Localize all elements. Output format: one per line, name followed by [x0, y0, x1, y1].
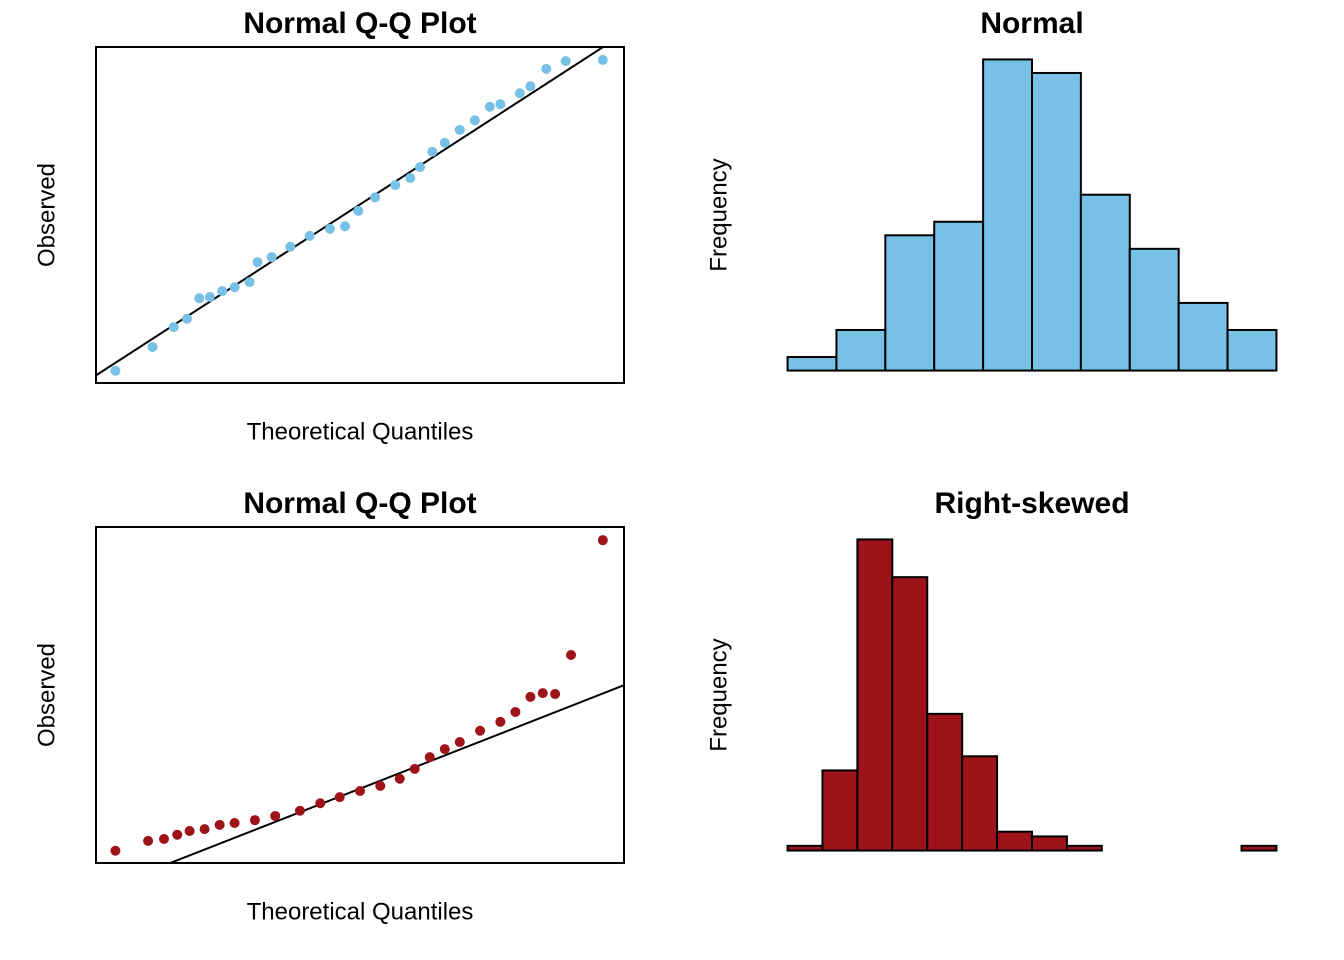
point	[181, 313, 192, 324]
chart-title: Normal Q-Q Plot	[243, 487, 476, 520]
bar	[1240, 844, 1278, 852]
point	[597, 535, 608, 546]
point	[469, 115, 480, 126]
point	[454, 124, 465, 135]
point	[266, 252, 277, 263]
bar	[835, 328, 887, 372]
point	[409, 763, 420, 774]
y-axis-label: Observed	[33, 643, 60, 747]
bar	[933, 220, 985, 372]
bar	[786, 356, 838, 372]
point	[249, 815, 260, 826]
point	[184, 826, 195, 836]
point	[204, 291, 215, 302]
point	[390, 180, 401, 191]
point	[324, 223, 335, 234]
x-axis-label: Theoretical Quantiles	[247, 418, 474, 445]
point	[110, 845, 121, 856]
point	[147, 342, 158, 353]
chart-title: Normal	[980, 7, 1083, 40]
bar	[891, 576, 929, 852]
point	[525, 691, 536, 702]
bar	[1128, 247, 1180, 372]
bar	[786, 844, 824, 852]
point	[304, 230, 315, 241]
x-axis-label: Theoretical Quantiles	[247, 898, 474, 925]
point	[541, 63, 552, 74]
bar	[1031, 71, 1082, 372]
chart-title: Normal Q-Q Plot	[243, 7, 476, 40]
bar	[1226, 328, 1278, 372]
point	[294, 805, 305, 816]
point	[525, 81, 536, 92]
point	[415, 162, 426, 173]
point	[217, 286, 228, 297]
point	[158, 834, 169, 844]
point	[214, 819, 225, 830]
point	[514, 88, 525, 99]
point	[475, 725, 486, 736]
point	[566, 650, 577, 660]
point	[405, 173, 416, 184]
y-axis-label: Observed	[33, 163, 60, 267]
point	[229, 282, 240, 293]
point	[454, 737, 465, 748]
point	[199, 824, 210, 835]
point	[194, 293, 205, 304]
point	[172, 829, 183, 840]
bar	[961, 755, 999, 852]
point	[537, 688, 548, 699]
point	[495, 716, 506, 727]
bar	[982, 58, 1033, 372]
bar	[1031, 835, 1068, 852]
y-axis-label: Frequency	[705, 158, 732, 271]
point	[495, 99, 506, 110]
point	[285, 241, 296, 252]
point	[424, 752, 435, 763]
plot-frame	[95, 46, 625, 384]
point	[510, 706, 521, 717]
bar	[884, 234, 936, 372]
bar	[821, 769, 859, 852]
bar	[996, 830, 1033, 852]
bar	[926, 712, 964, 852]
point	[334, 792, 345, 803]
point	[168, 322, 179, 333]
point	[355, 786, 365, 796]
chart-title: Right-skewed	[934, 487, 1129, 520]
point	[375, 780, 386, 791]
bar	[1177, 301, 1229, 372]
point	[270, 810, 281, 821]
bar	[856, 538, 894, 852]
point	[339, 221, 350, 232]
point	[439, 137, 450, 148]
point	[143, 835, 154, 846]
point	[252, 257, 263, 268]
point	[110, 365, 121, 376]
point	[427, 146, 438, 157]
point	[439, 744, 450, 755]
y-axis-label: Frequency	[705, 638, 732, 751]
point	[550, 689, 561, 700]
point	[597, 54, 608, 65]
point	[484, 101, 495, 112]
point	[244, 277, 255, 288]
bar	[1065, 844, 1103, 852]
point	[229, 818, 240, 828]
point	[560, 56, 571, 67]
plot-frame	[95, 526, 625, 864]
point	[353, 205, 364, 216]
bar	[1079, 193, 1131, 372]
point	[370, 192, 381, 203]
point	[315, 798, 326, 809]
point	[394, 773, 405, 784]
